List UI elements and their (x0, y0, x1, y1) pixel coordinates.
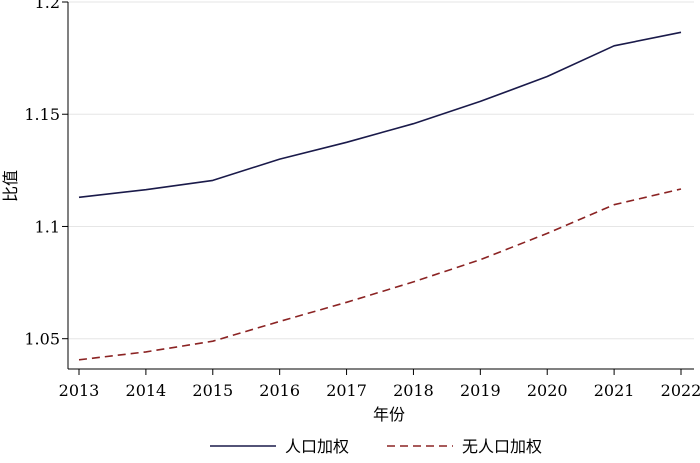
y-tick-label: 1.05 (24, 330, 60, 349)
x-tick-label: 2020 (527, 381, 568, 400)
gridlines (68, 1, 694, 340)
tick-labels: 1.05 1.1 1.15 1.2 2013 2014 2015 2016 2017 2018 20… (24, 0, 700, 400)
x-tick-label: 2015 (192, 381, 233, 400)
y-tick-label: 1.15 (24, 105, 60, 124)
series-line-2 (78, 188, 682, 361)
legend-label-series-1: 人口加权 (285, 437, 349, 456)
series-lines (78, 31, 682, 361)
x-tick-label: 2014 (126, 381, 167, 400)
x-tick-label: 2021 (594, 381, 635, 400)
y-axis-title: 比值 (1, 170, 20, 202)
axes (62, 1, 694, 375)
series-line-1 (78, 31, 682, 199)
x-tick-label: 2017 (326, 381, 367, 400)
y-tick-label: 1.2 (35, 0, 60, 12)
x-tick-label: 2018 (393, 381, 434, 400)
y-tick-label: 1.1 (35, 217, 60, 236)
x-tick-label: 2019 (460, 381, 501, 400)
legend-label-series-2: 无人口加权 (462, 437, 542, 456)
x-tick-label: 2016 (259, 381, 300, 400)
x-axis-title: 年份 (373, 405, 405, 424)
legend: 人口加权 无人口加权 (210, 437, 542, 456)
x-tick-label: 2013 (59, 381, 100, 400)
x-tick-label: 2022 (661, 381, 700, 400)
